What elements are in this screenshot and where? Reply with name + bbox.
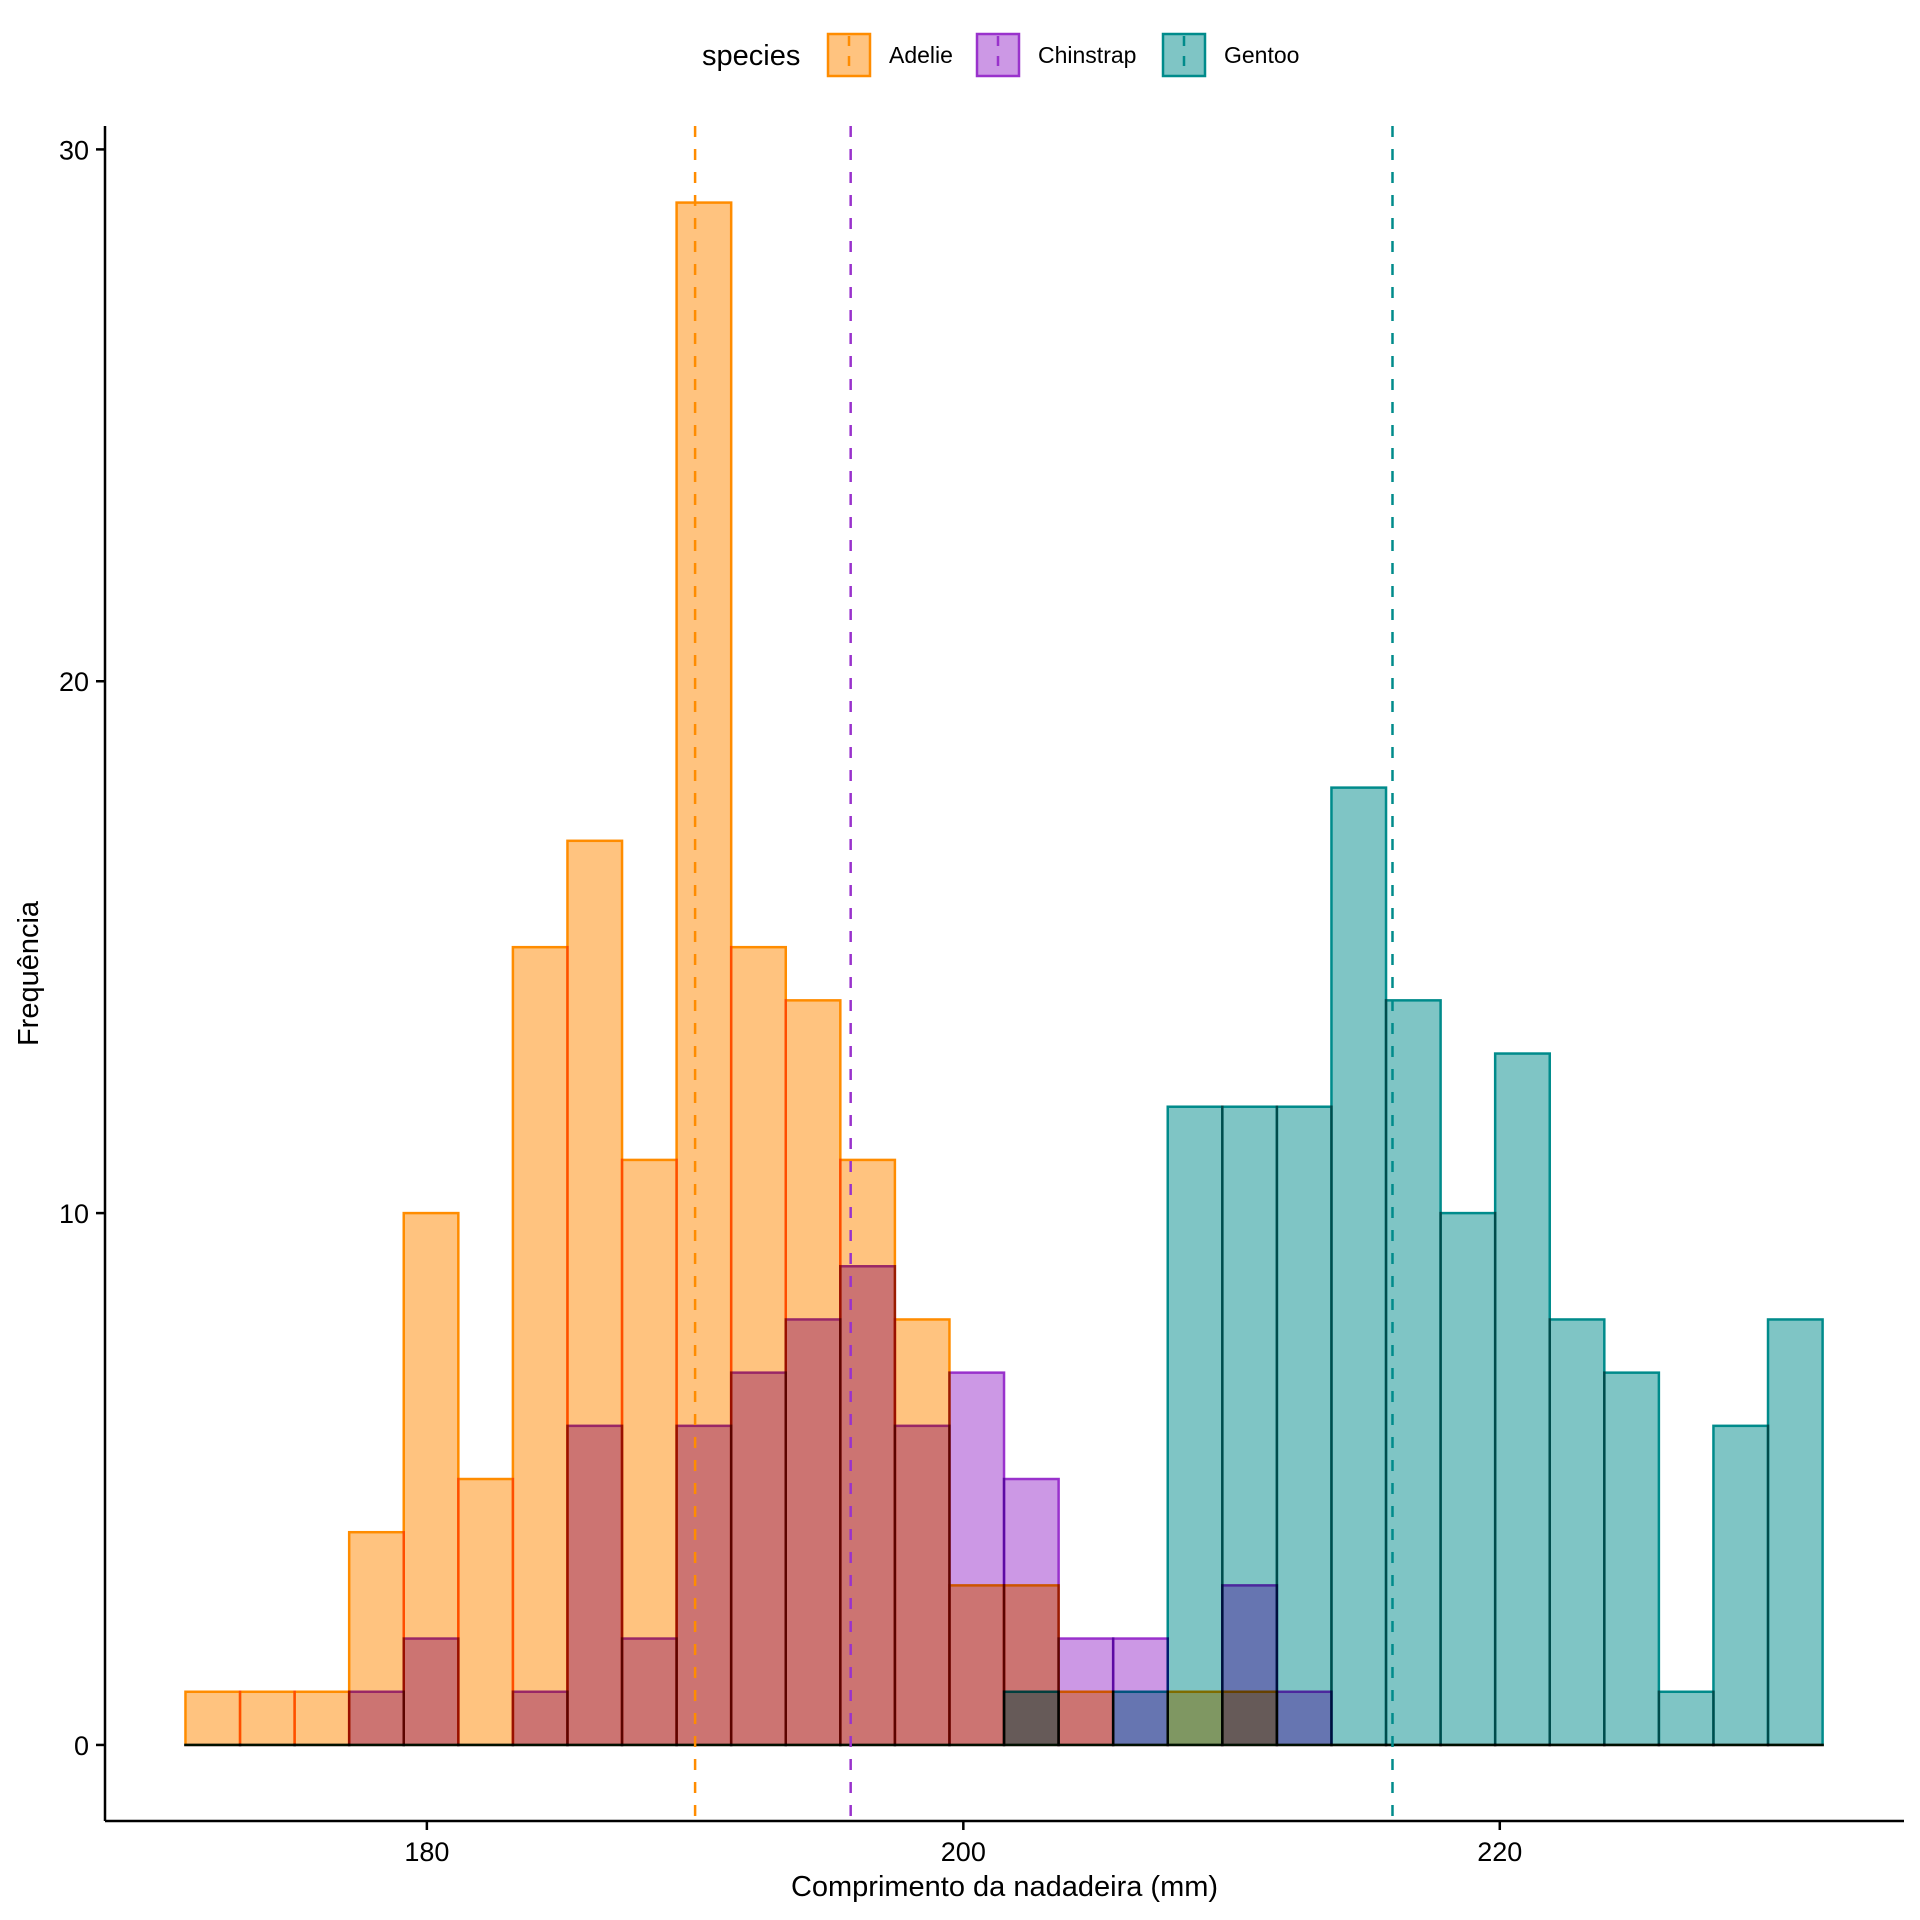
bar-gentoo-27 bbox=[1657, 1690, 1715, 1747]
bar-chinstrap-11 bbox=[784, 1318, 842, 1747]
bar-gentoo-22 bbox=[1384, 999, 1442, 1747]
bar-gentoo-25 bbox=[1548, 1318, 1606, 1747]
bar-gentoo-15 bbox=[1002, 1690, 1060, 1747]
bar-adelie-0 bbox=[184, 1690, 242, 1747]
bar-gentoo-17 bbox=[1111, 1690, 1169, 1747]
x-tick-label: 200 bbox=[941, 1837, 986, 1867]
legend-item-adelie: Adelie bbox=[826, 32, 953, 78]
series-gentoo bbox=[184, 786, 1824, 1747]
bar-chinstrap-10 bbox=[729, 1371, 787, 1747]
bar-chinstrap-7 bbox=[566, 1424, 624, 1747]
bar-adelie-2 bbox=[293, 1690, 351, 1747]
bar-gentoo-18 bbox=[1166, 1105, 1224, 1747]
axes: 0 10 20 30 180 200 220 bbox=[59, 126, 1904, 1867]
bar-chinstrap-12 bbox=[839, 1265, 897, 1747]
mean-lines-layer bbox=[693, 126, 1394, 1821]
y-tick-label: 10 bbox=[59, 1199, 89, 1229]
y-ticks: 0 10 20 30 bbox=[59, 135, 105, 1761]
y-tick-label: 30 bbox=[59, 135, 89, 165]
bars-layer bbox=[184, 201, 1824, 1747]
bar-chinstrap-4 bbox=[402, 1637, 460, 1747]
bar-gentoo-24 bbox=[1493, 1052, 1551, 1747]
bar-chinstrap-9 bbox=[675, 1424, 733, 1747]
bar-gentoo-28 bbox=[1712, 1424, 1770, 1747]
x-tick-label: 220 bbox=[1477, 1837, 1522, 1867]
legend-label-chinstrap: Chinstrap bbox=[1038, 42, 1136, 68]
legend-label-adelie: Adelie bbox=[889, 42, 953, 68]
bar-chinstrap-14 bbox=[948, 1371, 1006, 1747]
bar-gentoo-20 bbox=[1275, 1105, 1333, 1747]
bar-chinstrap-6 bbox=[511, 1690, 569, 1747]
legend: species Adelie Chinstrap Gentoo bbox=[702, 32, 1299, 78]
y-tick-label: 0 bbox=[74, 1731, 89, 1761]
x-axis-title: Comprimento da nadadeira (mm) bbox=[791, 1871, 1218, 1903]
x-tick-label: 180 bbox=[404, 1837, 449, 1867]
legend-item-gentoo: Gentoo bbox=[1161, 32, 1299, 78]
legend-title: species bbox=[702, 40, 800, 72]
bar-chinstrap-13 bbox=[893, 1424, 951, 1747]
y-axis-title: Frequência bbox=[13, 900, 45, 1046]
bar-gentoo-23 bbox=[1439, 1211, 1497, 1747]
legend-label-gentoo: Gentoo bbox=[1224, 42, 1299, 68]
bar-adelie-1 bbox=[238, 1690, 296, 1747]
bar-chinstrap-16 bbox=[1057, 1637, 1115, 1747]
bar-gentoo-21 bbox=[1330, 786, 1388, 1747]
y-tick-label: 20 bbox=[59, 667, 89, 697]
bar-adelie-5 bbox=[457, 1477, 515, 1747]
x-ticks: 180 200 220 bbox=[404, 1821, 1522, 1867]
legend-item-chinstrap: Chinstrap bbox=[975, 32, 1136, 78]
bar-gentoo-29 bbox=[1766, 1318, 1824, 1747]
bar-gentoo-26 bbox=[1603, 1371, 1661, 1747]
bar-gentoo-19 bbox=[1221, 1105, 1279, 1747]
legend-entries: Adelie Chinstrap Gentoo bbox=[826, 32, 1299, 78]
bar-chinstrap-3 bbox=[347, 1690, 406, 1747]
bar-chinstrap-8 bbox=[620, 1637, 678, 1747]
bar-adelie-6 bbox=[511, 945, 569, 1747]
